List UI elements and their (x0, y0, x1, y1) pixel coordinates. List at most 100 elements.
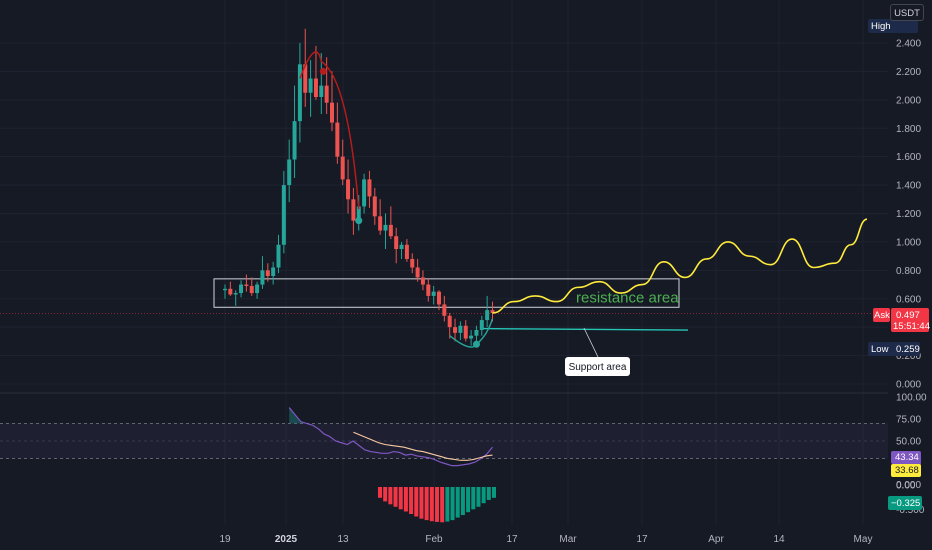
support-area-callout[interactable]: Support area (565, 357, 630, 376)
candle-body (287, 159, 292, 186)
price-tick-label: 1.600 (896, 152, 921, 163)
time-axis[interactable]: 19 2025 13 Feb 17 Mar 17 Apr 14 May (219, 534, 872, 545)
candle-body (474, 330, 479, 336)
time-tick-label: Mar (559, 534, 577, 545)
price-tick-label: 0.600 (896, 294, 921, 305)
candle-body (271, 267, 276, 277)
candle-body (356, 206, 361, 221)
histogram-tick-label: 0.000 (896, 480, 921, 491)
ask-label: Ask (874, 310, 890, 321)
candle-body (367, 179, 372, 197)
arc-mid-marker (355, 217, 363, 225)
candle-body (313, 78, 318, 97)
candle-body (469, 335, 474, 339)
candle-body (453, 327, 458, 333)
candle-body (420, 277, 425, 285)
grid (0, 0, 888, 525)
histogram-badge: −0.325 (888, 496, 922, 510)
histogram-bar (393, 487, 398, 507)
candle-body (404, 244, 409, 259)
candle-body (458, 325, 463, 333)
price-axis[interactable]: 2.400 2.200 2.000 1.800 1.600 1.400 1.200 1.000… (896, 39, 921, 391)
candle-body (265, 270, 270, 277)
candle-body (479, 320, 484, 331)
histogram-bar (424, 487, 429, 521)
price-tick-label: 2.400 (896, 39, 921, 50)
oscillator-tick-label: 75.00 (896, 415, 921, 426)
histogram-value: −0.325 (891, 498, 920, 509)
histogram-bar (450, 487, 455, 521)
candle-body (383, 224, 388, 231)
time-tick-label: 13 (337, 534, 349, 545)
candle-body (292, 121, 297, 160)
arc-peak-marker (319, 67, 327, 75)
rounded-top-arc[interactable] (299, 51, 360, 210)
candle-body (260, 270, 265, 285)
resistance-zone[interactable] (213, 278, 680, 308)
candle-body (249, 285, 254, 294)
histogram-bar (476, 487, 481, 507)
candle-body (228, 288, 233, 295)
arc-low-marker (472, 340, 480, 348)
candle-body (319, 85, 324, 97)
candle-body (426, 284, 431, 296)
candle-body (388, 224, 393, 237)
high-label: High (871, 21, 891, 32)
candle-body (308, 78, 313, 93)
candle-body (276, 244, 281, 268)
histogram-bar (414, 487, 419, 517)
rsi-ma-badge: 33.68 (891, 464, 921, 477)
time-tick-label: Feb (425, 534, 443, 545)
rsi-line[interactable] (288, 407, 493, 467)
histogram-bar (383, 487, 388, 502)
ask-value: 0.497 (896, 310, 920, 321)
candle-body (431, 291, 436, 296)
support-callout-text: Support area (569, 362, 627, 373)
histogram-bar (460, 487, 465, 516)
candle-body (442, 304, 447, 316)
rsi-ma-line[interactable] (353, 431, 493, 461)
candle-body (447, 315, 452, 328)
currency-button[interactable]: USDT (890, 4, 924, 21)
low-badge: Low 0.259 (868, 342, 920, 356)
price-tick-label: 1.200 (896, 209, 921, 220)
price-tick-label: 0.000 (896, 380, 921, 391)
time-tick-label: 17 (506, 534, 518, 545)
projected-path[interactable] (492, 218, 868, 314)
price-tick-label: 2.000 (896, 95, 921, 106)
histogram-bar (419, 487, 424, 519)
candle-body (346, 179, 351, 200)
candle-body (239, 284, 244, 294)
candlestick-series (223, 28, 495, 346)
low-label: Low (871, 344, 889, 355)
momentum-histogram (378, 487, 496, 523)
histogram-bar (409, 487, 414, 514)
support-pointer (583, 327, 599, 358)
candle-body (399, 244, 404, 250)
histogram-bar (403, 487, 408, 512)
oscillator-tick-label: 0.00 (896, 481, 916, 492)
candle-body (378, 216, 383, 231)
rsi-badge: 43.34 (891, 451, 921, 464)
histogram-bar (388, 487, 393, 505)
histogram-bar (481, 487, 486, 504)
histogram-bar (398, 487, 403, 510)
price-tick-label: 1.400 (896, 181, 921, 192)
candle-body (463, 325, 468, 339)
ask-badge: Ask 0.497 15:51:44 (873, 308, 930, 332)
time-tick-label: May (854, 534, 873, 545)
candle-body (303, 64, 308, 93)
candle-body (394, 236, 399, 250)
candle-body (351, 199, 356, 221)
candle-body (340, 156, 345, 180)
histogram-bar (440, 487, 445, 523)
oscillator-tick-label: 100.00 (896, 393, 927, 404)
candle-body (362, 179, 367, 207)
candle-body (372, 196, 377, 217)
resistance-area-label[interactable]: resistance area (576, 289, 679, 306)
candle-body (255, 284, 260, 294)
candle-body (490, 310, 495, 313)
histogram-bar (455, 487, 460, 518)
histogram-bar (492, 487, 496, 498)
